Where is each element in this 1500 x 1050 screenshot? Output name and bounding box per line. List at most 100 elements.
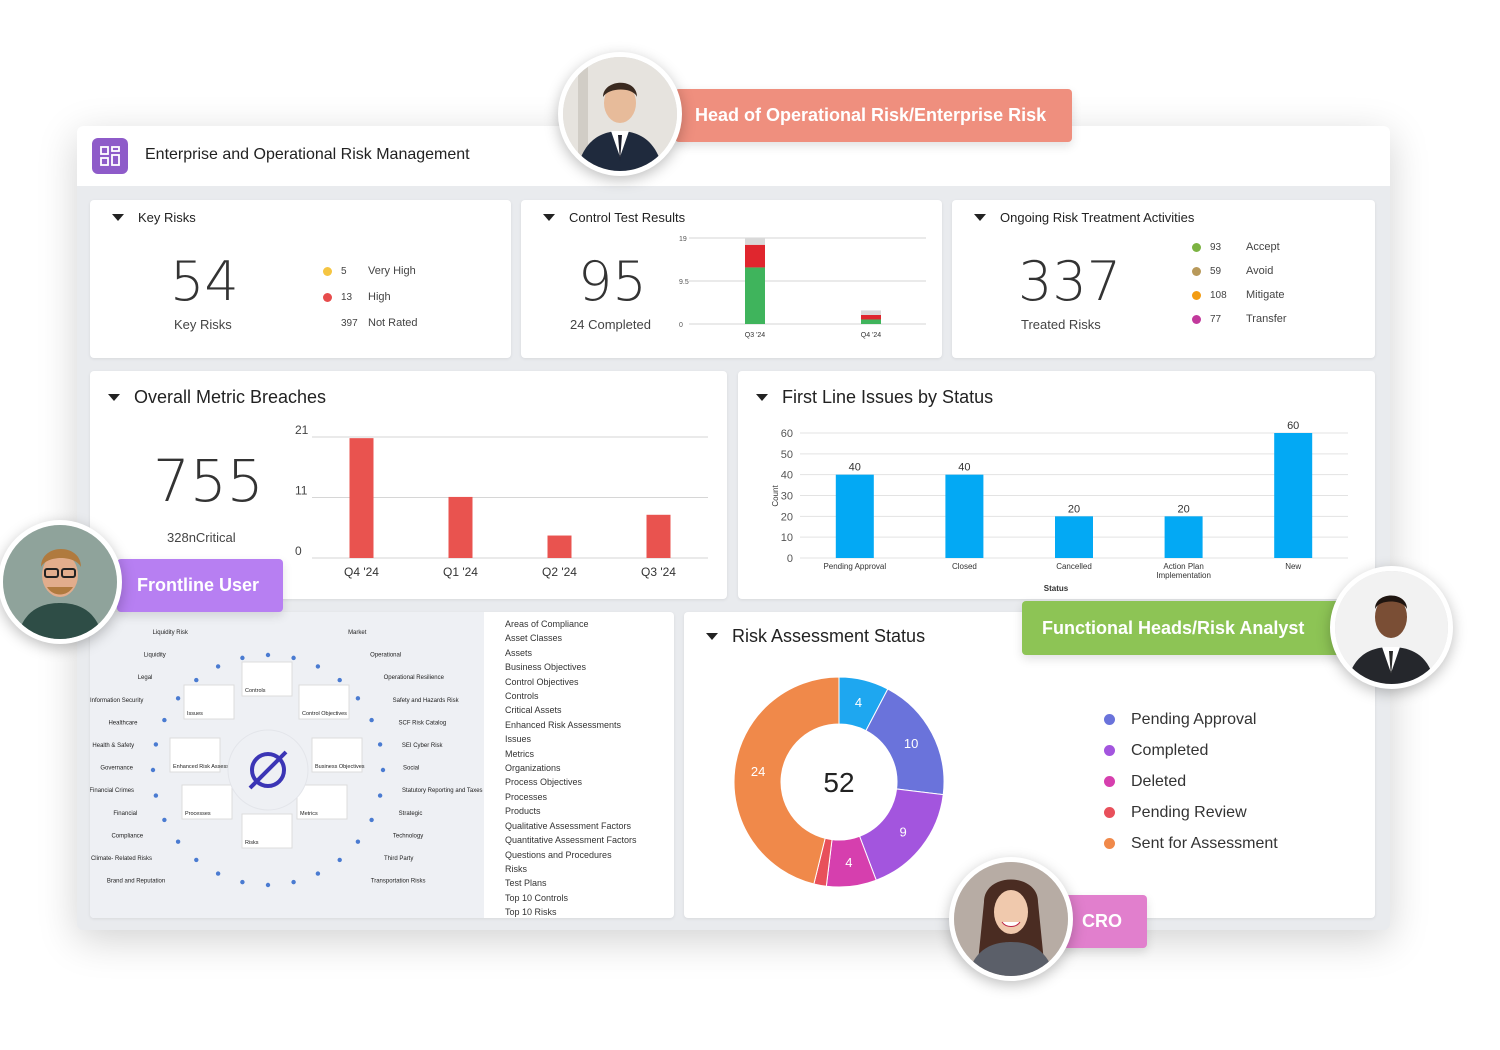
ring-node: [153, 793, 159, 798]
first-line-card: First Line Issues by Status 60 50 40 30 20 10…: [738, 371, 1375, 599]
risk-category-label: Healthcare: [108, 720, 138, 726]
legend-label: Pending Review: [1131, 803, 1247, 821]
ring-node: [215, 664, 221, 669]
x-tick-label: Q1 '24: [443, 565, 478, 579]
x-tick-label: Q4 '24: [861, 332, 882, 339]
data-label: 20: [1068, 503, 1080, 515]
caret-down-icon[interactable]: [756, 394, 768, 401]
risk-category-label: Market: [348, 630, 367, 636]
bar-segment: [861, 319, 881, 324]
legend-item[interactable]: Pending Approval: [1104, 704, 1278, 735]
object-node: [296, 784, 348, 820]
object-list-item[interactable]: Business Objectives: [505, 662, 587, 673]
ring-node: [175, 839, 181, 844]
key-risks-value: 54: [170, 250, 239, 313]
bar: [547, 535, 572, 558]
framework-card: Liquidity Risk Market Liquidity Operational…: [90, 612, 674, 918]
ring-node: [162, 717, 167, 723]
risk-assessment-title: Risk Assessment Status: [732, 626, 926, 646]
legend-dot: [1104, 714, 1115, 725]
treatment-title: Ongoing Risk Treatment Activities: [1000, 210, 1195, 225]
object-list-item[interactable]: Controls: [505, 691, 539, 702]
treatment-header[interactable]: Ongoing Risk Treatment Activities: [974, 210, 1194, 225]
status-dot: [1192, 242, 1201, 252]
control-tests-header[interactable]: Control Test Results: [543, 210, 685, 225]
persona-frontline-label: Frontline User: [137, 575, 260, 595]
legend-item[interactable]: Pending Review: [1104, 797, 1278, 828]
caret-down-icon[interactable]: [974, 214, 986, 221]
object-list-item[interactable]: Areas of Compliance: [505, 619, 589, 629]
legend-dot: [1104, 745, 1115, 756]
dashboard-grid-icon[interactable]: [92, 138, 128, 174]
key-risks-header[interactable]: Key Risks: [112, 210, 196, 225]
data-label: 20: [1177, 503, 1189, 515]
persona-functional-label: Functional Heads/Risk Analyst: [1042, 617, 1305, 638]
risk-assessment-header[interactable]: Risk Assessment Status: [706, 626, 925, 647]
legend-item: 397 Not Rated: [323, 317, 418, 329]
status-dot: [1192, 290, 1201, 300]
object-list-item[interactable]: Assets: [505, 647, 533, 658]
object-list-item[interactable]: Products: [505, 806, 541, 817]
risk-category-label: SEI Cyber Risk: [402, 743, 444, 749]
y-tick-label: 20: [781, 511, 793, 523]
object-list-item[interactable]: Questions and Procedures: [505, 849, 612, 860]
object-list-item[interactable]: Qualitative Assessment Factors: [505, 820, 632, 831]
object-list-item[interactable]: Top 10 Controls: [505, 892, 569, 903]
object-list-item[interactable]: Quantitative Assessment Factors: [505, 835, 637, 846]
y-tick-label: 40: [781, 470, 793, 482]
object-node: [169, 737, 221, 773]
object-list-item[interactable]: Risks: [505, 863, 527, 874]
risk-category-label: Information Security: [90, 698, 143, 704]
caret-down-icon[interactable]: [112, 214, 124, 221]
ring-node: [240, 879, 245, 885]
caret-down-icon[interactable]: [543, 214, 555, 221]
caret-down-icon[interactable]: [706, 633, 718, 640]
treatment-value: 337: [1018, 250, 1122, 313]
object-list-item[interactable]: Processes: [505, 791, 548, 802]
legend-item: 13 High: [323, 291, 391, 303]
risk-category-label: Legal: [138, 675, 153, 681]
object-list-item[interactable]: Enhanced Risk Assessments: [505, 719, 622, 730]
ring-node: [315, 871, 321, 876]
legend-item[interactable]: Sent for Assessment: [1104, 828, 1278, 859]
metric-breaches-header[interactable]: Overall Metric Breaches: [108, 387, 326, 408]
key-risks-label: Key Risks: [174, 317, 232, 332]
bar-segment: [745, 244, 765, 268]
object-list-item[interactable]: Control Objectives: [505, 676, 579, 687]
legend-item[interactable]: Completed: [1104, 735, 1278, 766]
status-dot: [1192, 266, 1201, 276]
status-dot: [1192, 314, 1201, 324]
ring-node: [337, 677, 342, 683]
risk-assessment-donut: 4 10 9 4 24 52: [733, 676, 945, 888]
object-node-label: Controls: [245, 688, 266, 694]
status-dot: [323, 319, 332, 328]
object-list-item[interactable]: Organizations: [505, 763, 561, 774]
control-tests-chart: 19 9.5 0 Q3 '24 Q4 '24: [679, 236, 926, 339]
status-dot: [323, 292, 332, 302]
avatar: [949, 857, 1073, 981]
legend-item[interactable]: Deleted: [1104, 766, 1278, 797]
object-list-item[interactable]: Asset Classes: [505, 633, 563, 644]
x-tick-label: Q4 '24: [344, 565, 379, 579]
object-list-item[interactable]: Top 10 Risks: [505, 907, 557, 918]
object-list-item[interactable]: Metrics: [505, 748, 534, 759]
treatment-card: Ongoing Risk Treatment Activities 337 Tr…: [952, 200, 1375, 358]
object-node: [241, 813, 293, 849]
x-tick-label: New: [1285, 562, 1301, 571]
object-node-label: Control Objectives: [302, 711, 347, 717]
legend-count: 5: [341, 265, 347, 277]
ring-node: [377, 742, 383, 747]
object-list-item[interactable]: Process Objectives: [505, 777, 583, 788]
object-list-item[interactable]: Issues: [505, 734, 532, 745]
legend-dot: [1104, 838, 1115, 849]
object-list-item[interactable]: Test Plans: [505, 878, 547, 889]
center-logo-icon: [250, 752, 286, 788]
object-node-label: Metrics: [300, 811, 318, 817]
legend-label: Not Rated: [368, 317, 418, 329]
caret-down-icon[interactable]: [108, 394, 120, 401]
key-risks-title: Key Risks: [138, 210, 196, 225]
object-list-item[interactable]: Critical Assets: [505, 705, 562, 716]
control-tests-label: 24 Completed: [570, 317, 651, 332]
first-line-header[interactable]: First Line Issues by Status: [756, 387, 993, 408]
framework-diagram-svg: Liquidity Risk Market Liquidity Operational…: [90, 630, 483, 888]
